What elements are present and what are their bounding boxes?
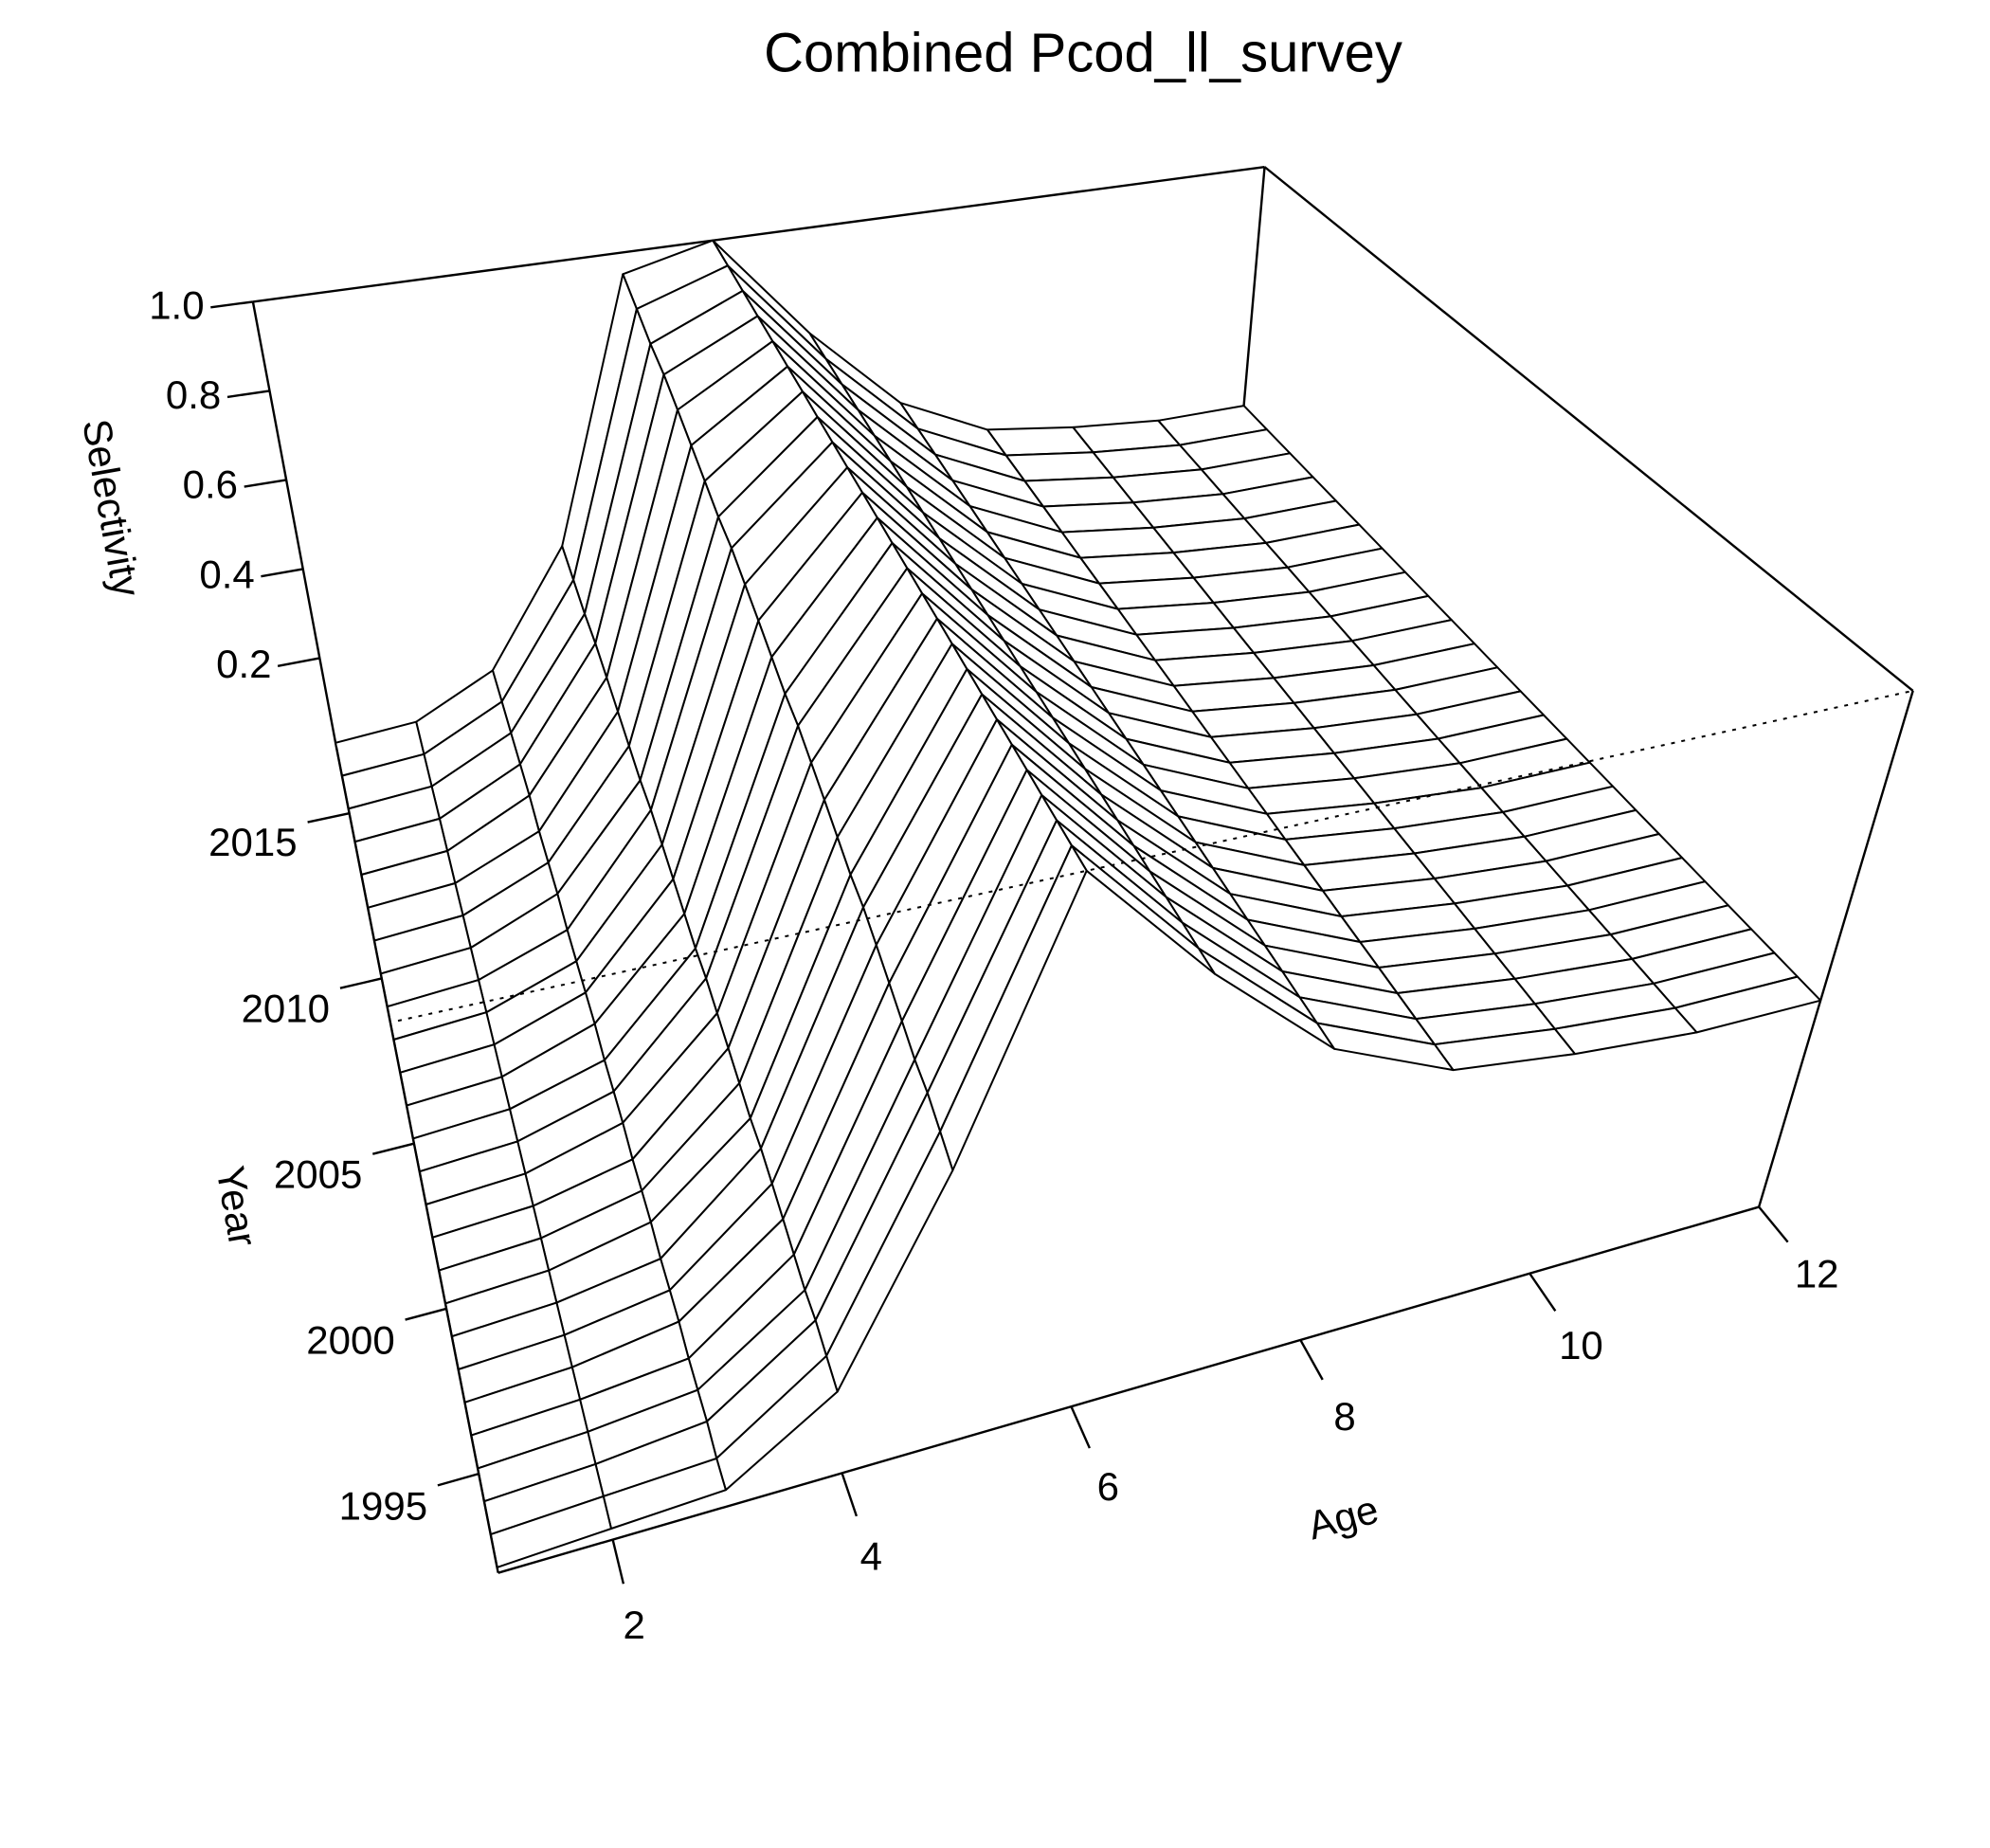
y-tick-label: 1995 xyxy=(339,1484,427,1529)
y-tick xyxy=(371,1142,415,1155)
z-tick xyxy=(277,657,320,668)
y-tick-label: 2010 xyxy=(242,986,330,1030)
y-tick xyxy=(339,977,383,989)
box-edge xyxy=(1757,690,1914,1207)
z-axis-title: Selectivity xyxy=(74,416,149,600)
x-tick-label: 4 xyxy=(860,1533,882,1578)
z-tick-label: 0.6 xyxy=(183,462,238,507)
y-tick-label: 2000 xyxy=(306,1318,394,1363)
box-edge xyxy=(252,165,1265,303)
y-tick-label: 2015 xyxy=(208,820,297,864)
y-axis-title: Year xyxy=(208,1163,265,1250)
x-tick xyxy=(1299,1339,1324,1381)
z-tick xyxy=(261,568,303,578)
y-tick xyxy=(437,1472,479,1487)
x-tick-label: 10 xyxy=(1559,1323,1603,1368)
y-tick-label: 2005 xyxy=(274,1152,362,1197)
z-tick-label: 1.0 xyxy=(149,282,204,327)
x-tick xyxy=(1070,1405,1091,1449)
x-tick xyxy=(1758,1205,1789,1243)
box-edge xyxy=(251,301,338,748)
z-tick xyxy=(210,300,254,309)
z-tick-label: 0.2 xyxy=(216,642,271,686)
z-tick xyxy=(226,390,270,399)
x-tick-label: 8 xyxy=(1333,1394,1355,1439)
z-tick xyxy=(244,479,287,488)
chart-title: Combined Pcod_ll_survey xyxy=(764,22,1402,83)
box-edge xyxy=(1263,166,1914,692)
box-edge xyxy=(498,1205,1760,1574)
x-tick xyxy=(841,1472,859,1517)
y-tick xyxy=(307,812,350,824)
z-tick-label: 0.4 xyxy=(199,552,254,596)
x-tick-label: 6 xyxy=(1097,1464,1119,1509)
x-tick xyxy=(1529,1273,1557,1313)
x-tick xyxy=(611,1539,625,1585)
x-axis-title: Age xyxy=(1303,1487,1383,1549)
y-tick xyxy=(405,1307,447,1321)
x-tick-label: 12 xyxy=(1795,1252,1839,1296)
x-tick-label: 2 xyxy=(623,1603,644,1647)
z-tick-label: 0.8 xyxy=(166,372,221,417)
box-edge xyxy=(335,747,499,1573)
